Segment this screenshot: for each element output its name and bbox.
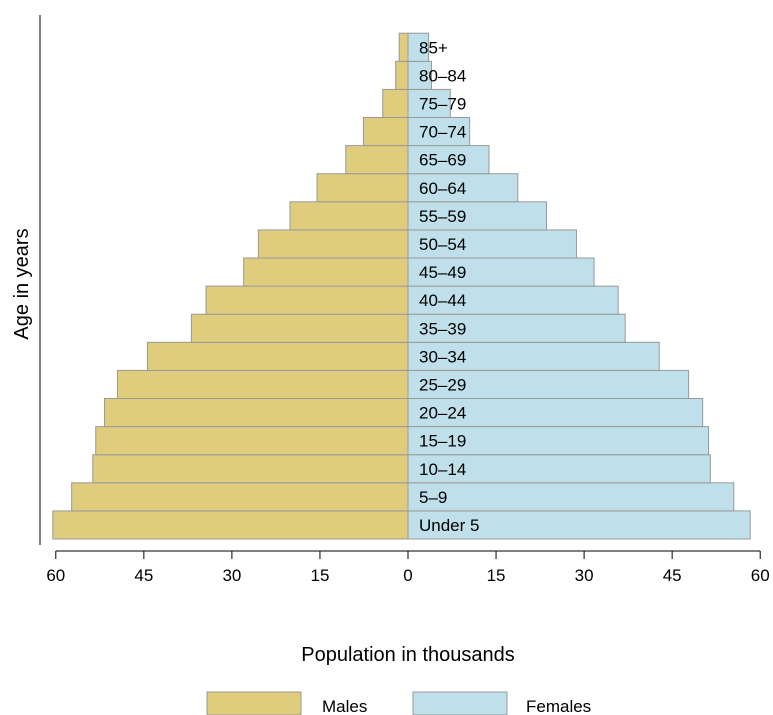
- age-label-2: 10–14: [419, 460, 466, 479]
- bar-males-15: [382, 88, 409, 119]
- bar-males-6: [146, 341, 409, 371]
- bar-males-4: [104, 398, 409, 428]
- age-label-0: Under 5: [419, 516, 479, 535]
- legend-label-males: Males: [322, 697, 367, 715]
- age-label-15: 75–79: [419, 94, 466, 113]
- bar-females-11: [407, 201, 548, 231]
- x-tick-label-0: 60: [46, 566, 65, 585]
- bar-males-2: [92, 454, 409, 484]
- bar-males-10: [257, 229, 409, 259]
- bar-females-0: [407, 510, 751, 540]
- bar-males-17: [398, 32, 409, 62]
- age-group-labels: Under 5 5–9 10–14 15–19 20–24 25–29 30–34 35–39…: [419, 38, 479, 535]
- bar-males-8: [205, 285, 409, 315]
- age-label-17: 85+: [419, 38, 448, 57]
- age-label-5: 25–29: [419, 375, 466, 394]
- bar-females-1: [407, 482, 735, 512]
- bar-females-8: [407, 285, 619, 315]
- age-label-8: 40–44: [419, 291, 466, 310]
- bar-males-12: [316, 173, 409, 203]
- age-label-1: 5–9: [419, 488, 447, 507]
- legend-swatch-males: [206, 691, 302, 715]
- x-tick-label-7: 45: [663, 566, 682, 585]
- male-bars: [52, 32, 409, 540]
- bar-females-7: [407, 313, 626, 343]
- age-label-13: 65–69: [419, 151, 466, 170]
- age-label-4: 20–24: [419, 404, 466, 423]
- age-label-3: 15–19: [419, 432, 466, 451]
- bar-females-4: [407, 398, 704, 428]
- x-tick-label-3: 15: [310, 566, 329, 585]
- y-axis-title: Age in years: [11, 228, 33, 339]
- bar-males-0: [52, 510, 409, 540]
- bar-males-14: [362, 117, 409, 147]
- x-axis-title: Population in thousands: [301, 644, 515, 666]
- legend-swatch-females: [412, 691, 508, 715]
- legend-label-females: Females: [526, 697, 591, 715]
- age-label-11: 55–59: [419, 207, 466, 226]
- x-axis: 60 45 30 15 0 15 30 45 60: [46, 550, 770, 585]
- female-bars: [407, 32, 751, 540]
- x-tick-label-8: 60: [751, 566, 770, 585]
- age-label-14: 70–74: [419, 123, 466, 142]
- x-tick-label-5: 15: [487, 566, 506, 585]
- x-tick-label-2: 30: [222, 566, 241, 585]
- bar-males-1: [71, 482, 409, 512]
- age-label-6: 30–34: [419, 347, 466, 366]
- age-label-12: 60–64: [419, 179, 466, 198]
- age-label-7: 35–39: [419, 319, 466, 338]
- bar-females-5: [407, 369, 690, 399]
- x-tick-label-6: 30: [575, 566, 594, 585]
- x-tick-label-4: 0: [403, 566, 412, 585]
- legend: Males Females: [206, 691, 591, 715]
- bar-females-14: [407, 117, 471, 147]
- bar-males-11: [289, 201, 409, 231]
- bar-males-9: [243, 257, 409, 287]
- age-label-16: 80–84: [419, 66, 466, 85]
- bar-males-7: [190, 313, 409, 343]
- bar-females-17: [407, 32, 430, 62]
- bar-females-10: [407, 229, 577, 259]
- bar-males-5: [116, 369, 409, 399]
- bar-males-16: [395, 60, 409, 90]
- bar-females-12: [407, 173, 519, 203]
- bar-females-3: [407, 426, 710, 456]
- age-label-9: 45–49: [419, 263, 466, 282]
- bar-males-3: [95, 426, 409, 456]
- bar-females-15: [407, 88, 451, 119]
- x-tick-label-1: 45: [134, 566, 153, 585]
- bar-females-6: [407, 341, 660, 371]
- age-label-10: 50–54: [419, 235, 466, 254]
- bar-females-9: [407, 257, 595, 287]
- bar-males-13: [345, 145, 409, 175]
